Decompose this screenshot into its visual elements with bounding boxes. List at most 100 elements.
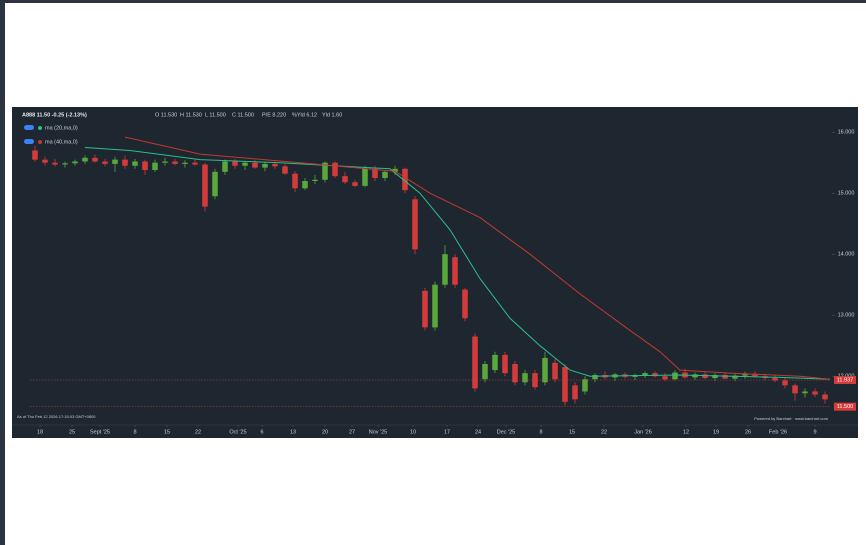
candle-body	[372, 168, 378, 178]
x-tick-label: 27	[349, 429, 355, 435]
x-tick-label: Dec '25	[497, 429, 515, 435]
candle-body	[402, 168, 408, 191]
legend-swatch	[38, 140, 42, 144]
candle-body	[152, 162, 158, 171]
candle-body	[392, 168, 398, 172]
candle-body	[82, 157, 88, 162]
candle-body	[122, 159, 128, 166]
candle-body	[782, 380, 788, 386]
candle-body	[352, 182, 358, 186]
candle-body	[552, 362, 558, 380]
header-stat: P/E 8.220	[262, 112, 286, 118]
price-label-box	[834, 376, 856, 385]
candle-body	[702, 374, 708, 379]
candle-body	[672, 372, 678, 380]
candle-body	[262, 163, 268, 168]
candle-body	[182, 162, 188, 164]
candle-body	[542, 357, 548, 383]
x-tick-label: 9	[813, 429, 816, 435]
candle-body	[432, 284, 438, 328]
x-tick-label: 8	[539, 429, 542, 435]
candle-body	[222, 161, 228, 172]
footer-credit: Powered by Barchart · www.barchart.com	[754, 416, 828, 421]
candle-body	[172, 161, 178, 164]
candle-body	[492, 354, 498, 371]
price-label: 11.500	[837, 404, 853, 410]
x-tick-label: Nov '25	[369, 429, 387, 435]
candle-body	[382, 171, 388, 178]
moving-average-line	[84, 146, 831, 380]
legend-label: ma (40,ma,0)	[45, 139, 78, 145]
candle-body	[72, 161, 78, 164]
x-tick-label: 8	[133, 429, 136, 435]
header-stat: O 11.530	[155, 112, 177, 118]
footer-timestamp: As of Thu Feb 12 2026 17:15:03 GMT+0800	[17, 414, 96, 419]
x-tick-label: 22	[601, 429, 607, 435]
candle-body	[752, 373, 758, 377]
x-tick-label: 6	[260, 429, 263, 435]
x-tick-label: 17	[444, 429, 450, 435]
candle-body	[822, 394, 828, 400]
candle-body	[252, 162, 258, 168]
candle-body	[32, 150, 38, 160]
candle-body	[242, 162, 248, 166]
y-tick-label: 15.000	[838, 191, 855, 197]
candle-body	[332, 162, 338, 177]
x-tick-label: 12	[683, 429, 689, 435]
candle-body	[442, 254, 448, 285]
x-tick-label: 18	[37, 429, 43, 435]
candle-body	[92, 157, 98, 162]
candle-body	[512, 364, 518, 383]
price-label-box	[834, 402, 856, 411]
candle-body	[462, 289, 468, 319]
candle-body	[272, 163, 278, 167]
x-tick-label: 20	[322, 429, 328, 435]
candle-body	[282, 166, 288, 174]
candle-body	[312, 179, 318, 181]
x-tick-label: 19	[713, 429, 719, 435]
candle-body	[692, 374, 698, 378]
candle-body	[642, 373, 648, 375]
candle-body	[202, 164, 208, 207]
top-frame	[0, 0, 866, 3]
candle-body	[62, 163, 68, 165]
candle-body	[42, 159, 48, 163]
candle-body	[162, 161, 168, 163]
x-tick-label: 24	[475, 429, 481, 435]
candle-body	[342, 176, 348, 183]
candle-body	[522, 373, 528, 383]
x-tick-label: 15	[164, 429, 170, 435]
candle-body	[662, 376, 668, 380]
candle-body	[132, 161, 138, 166]
header-ticker: A888 11.50 -0.25 (-2.13%)	[22, 112, 87, 118]
candle-body	[112, 159, 118, 164]
candle-body	[142, 161, 148, 171]
x-tick-label: Oct '25	[229, 429, 246, 435]
price-label: 11.937	[837, 377, 853, 383]
x-tick-label: 13	[290, 429, 296, 435]
candle-body	[732, 375, 738, 379]
candle-body	[812, 391, 818, 395]
candle-body	[292, 173, 298, 189]
candle-body	[582, 379, 588, 392]
x-tick-label: 22	[195, 429, 201, 435]
candle-body	[192, 162, 198, 165]
legend-toggle[interactable]	[24, 139, 34, 144]
candle-body	[502, 354, 508, 374]
candle-body	[412, 199, 418, 250]
candle-body	[422, 290, 428, 328]
candle-body	[722, 374, 728, 379]
candle-body	[772, 378, 778, 381]
chart-panel	[12, 107, 858, 438]
y-tick-label: 16.000	[838, 130, 855, 136]
candle-body	[232, 161, 238, 166]
candle-body	[792, 385, 798, 394]
candle-body	[562, 367, 568, 402]
legend-label: ma (20,ma,0)	[45, 125, 78, 131]
y-tick-label: 14.000	[838, 252, 855, 258]
candle-body	[102, 161, 108, 164]
x-tick-label: Feb '26	[769, 429, 787, 435]
x-tick-label: Jan '26	[634, 429, 652, 435]
candle-body	[212, 171, 218, 197]
legend-toggle[interactable]	[24, 125, 34, 130]
